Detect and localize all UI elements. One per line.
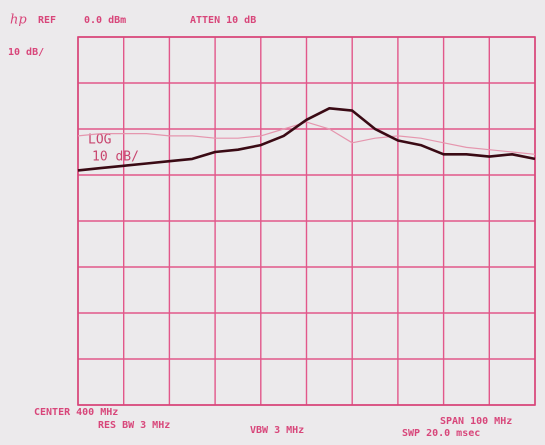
analyzer-plot: hp REF 0.0 dBm ATTEN 10 dB 10 dB/ CENTER… (0, 0, 545, 445)
paper (0, 0, 545, 445)
atten: ATTEN 10 dB (190, 15, 256, 26)
scale-label: 10 dB/ (8, 47, 44, 58)
sweep: SWP 20.0 msec (402, 428, 480, 439)
span: SPAN 100 MHz (440, 416, 512, 427)
ref-label: REF (38, 15, 56, 26)
log-scale: 10 dB/ (92, 150, 139, 165)
center: CENTER 400 MHz (34, 407, 118, 418)
ref-value: 0.0 dBm (84, 15, 126, 26)
vbw: VBW 3 MHz (250, 425, 304, 436)
logo: hp (10, 13, 27, 28)
res-bw: RES BW 3 MHz (98, 420, 170, 431)
